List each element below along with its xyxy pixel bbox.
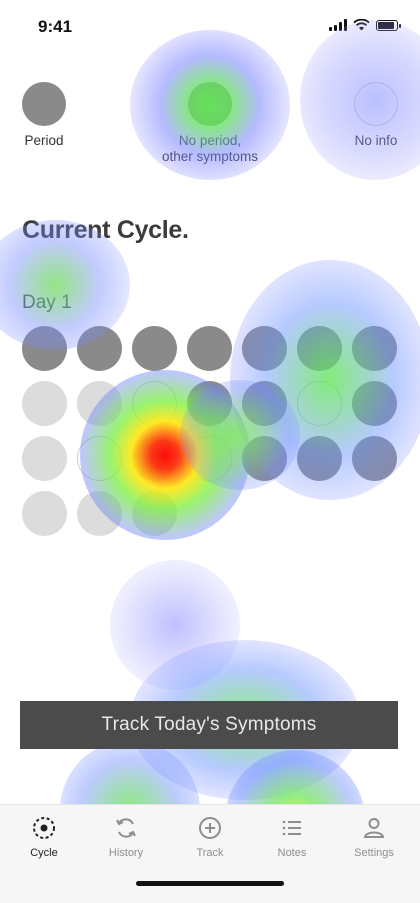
legend-label: Period [24, 133, 64, 148]
legend-label: No info [354, 133, 398, 148]
cycle-day-empty[interactable] [297, 381, 342, 426]
cycle-day-period[interactable] [22, 326, 67, 371]
legend-symptoms: No period, other symptoms [150, 82, 270, 165]
cycle-icon [33, 817, 55, 839]
cycle-day-noinfo[interactable] [77, 491, 122, 536]
cycle-day-noinfo[interactable] [132, 491, 177, 536]
tab-notes[interactable]: Notes [250, 815, 334, 859]
tab-label: History [108, 847, 144, 859]
noinfo-dot [354, 82, 398, 126]
person-icon [363, 818, 385, 838]
cycle-day-symptoms[interactable] [352, 436, 397, 481]
history-icon [116, 818, 136, 838]
legend: Period No period, other symptoms No info [0, 82, 420, 172]
tab-bar: Cycle History Track Notes [0, 804, 420, 903]
tab-history[interactable]: History [84, 815, 168, 859]
status-bar: 9:41 [0, 0, 420, 52]
status-icons [329, 19, 401, 31]
section-title: Current Cycle. [22, 216, 189, 244]
cycle-day-symptoms[interactable] [352, 381, 397, 426]
tab-cycle[interactable]: Cycle [2, 815, 86, 859]
track-symptoms-button[interactable]: Track Today's Symptoms [20, 701, 398, 749]
cycle-day-empty[interactable] [132, 381, 177, 426]
cycle-day-symptoms[interactable] [242, 436, 287, 481]
signal-icon [329, 19, 347, 31]
status-time: 9:41 [38, 17, 73, 36]
cycle-day-noinfo[interactable] [77, 381, 122, 426]
plus-circle-icon [199, 817, 221, 839]
cycle-day-period[interactable] [187, 326, 232, 371]
notes-list-icon [282, 820, 301, 836]
tab-label: Cycle [30, 847, 58, 859]
cycle-day-period[interactable] [132, 326, 177, 371]
cycle-day-noinfo[interactable] [22, 491, 67, 536]
tab-label: Notes [277, 847, 307, 859]
cycle-day-noinfo[interactable] [22, 381, 67, 426]
cycle-day-period[interactable] [242, 326, 287, 371]
cycle-day-symptoms[interactable] [187, 381, 232, 426]
tab-track[interactable]: Track [168, 815, 252, 859]
cycle-day-period[interactable] [77, 326, 122, 371]
cycle-day-symptoms[interactable] [352, 326, 397, 371]
cycle-day-noinfo[interactable] [22, 436, 67, 481]
legend-period: Period [18, 82, 70, 149]
battery-icon [376, 19, 401, 31]
tab-label: Track [196, 847, 224, 859]
day-label: Day 1 [22, 292, 72, 313]
cycle-day-empty[interactable] [187, 436, 232, 481]
cycle-day-empty[interactable] [77, 436, 122, 481]
cycle-day-noinfo[interactable] [132, 436, 177, 481]
cycle-day-symptoms[interactable] [242, 381, 287, 426]
tab-settings[interactable]: Settings [332, 815, 416, 859]
tab-label: Settings [354, 847, 394, 859]
wifi-icon [353, 19, 370, 31]
cycle-day-symptoms[interactable] [297, 326, 342, 371]
period-dot [22, 82, 66, 126]
cycle-day-symptoms[interactable] [297, 436, 342, 481]
legend-label: No period, other symptoms [161, 133, 259, 164]
home-indicator [136, 881, 284, 886]
symptoms-dot [188, 82, 232, 126]
legend-noinfo: No info [340, 82, 412, 149]
